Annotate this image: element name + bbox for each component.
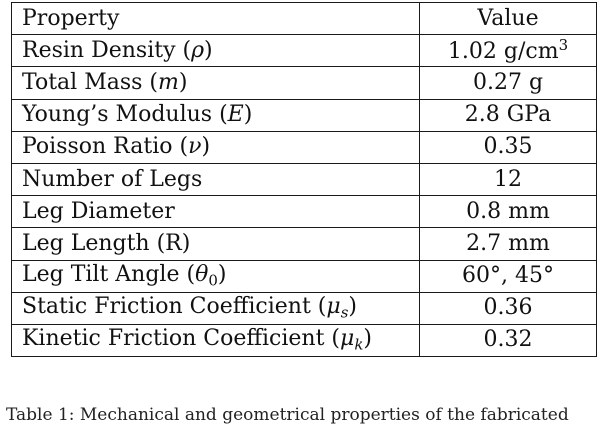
table-body: Resin Density (ρ) 1.02 g/cm3 Total Mass … [11, 34, 597, 358]
table-row: Kinetic Friction Coefficient (μk) 0.32 [11, 323, 597, 358]
row-value: 0.8 mm [419, 195, 597, 229]
table-header-row: Property Value [11, 1, 597, 36]
row-label: Total Mass (m) [11, 66, 420, 100]
row-value: 1.02 g/cm3 [419, 34, 597, 68]
table-row: Leg Diameter 0.8 mm [11, 195, 597, 229]
label-text: Leg Tilt Angle [22, 261, 180, 287]
table-row: Number of Legs 12 [11, 162, 597, 197]
table-caption: Table 1: Mechanical and geometrical prop… [6, 405, 569, 425]
table-row: Young’s Modulus (E) 2.8 GPa [11, 98, 597, 132]
row-value: 2.7 mm [419, 227, 597, 261]
row-label: Leg Tilt Angle (θ0) [11, 259, 420, 293]
row-label: Young’s Modulus (E) [11, 98, 420, 132]
table-row: Poisson Ratio (ν) 0.35 [11, 130, 597, 164]
properties-table-container: Property Value Resin Density (ρ) 1.02 g/… [11, 1, 597, 358]
row-value: 2.8 GPa [419, 98, 597, 132]
label-text: Resin Density [22, 37, 176, 63]
label-text: Young’s Modulus [22, 102, 213, 128]
math-symbol: m [158, 69, 179, 95]
row-value: 60°, 45° [419, 259, 597, 293]
header-property: Property [11, 1, 420, 36]
label-text: Total Mass [22, 69, 143, 95]
table-row: Static Friction Coefficient (μs) 0.36 [11, 291, 597, 325]
label-text: Kinetic Friction Coefficient [22, 326, 325, 352]
label-text: Poisson Ratio [22, 134, 173, 160]
row-label: Kinetic Friction Coefficient (μk) [11, 323, 420, 358]
properties-table: Property Value Resin Density (ρ) 1.02 g/… [11, 1, 597, 358]
math-subscript: 0 [208, 271, 218, 290]
math-subscript: k [354, 335, 364, 354]
math-symbol: μ [340, 326, 355, 352]
table-row: Leg Length (R) 2.7 mm [11, 227, 597, 261]
table-row: Leg Tilt Angle (θ0) 60°, 45° [11, 259, 597, 293]
math-symbol: ρ [191, 37, 205, 63]
value-text: 1.02 g/cm [447, 39, 559, 65]
header-value: Value [419, 1, 597, 36]
row-label: Static Friction Coefficient (μs) [11, 291, 420, 325]
value-superscript: 3 [558, 36, 569, 55]
row-value: 12 [419, 162, 597, 197]
row-value: 0.36 [419, 291, 597, 325]
math-symbol: θ [195, 261, 209, 287]
row-label: Leg Diameter [11, 195, 420, 229]
row-label: Number of Legs [11, 162, 420, 197]
row-value: 0.32 [419, 323, 597, 358]
row-label: Poisson Ratio (ν) [11, 130, 420, 164]
label-text: Static Friction Coefficient [22, 294, 311, 320]
math-symbol: E [227, 102, 244, 128]
math-subscript: s [340, 303, 349, 322]
row-value: 0.27 g [419, 66, 597, 100]
row-label: Leg Length (R) [11, 227, 420, 261]
table-row: Resin Density (ρ) 1.02 g/cm3 [11, 34, 597, 68]
row-value: 0.35 [419, 130, 597, 164]
row-label: Resin Density (ρ) [11, 34, 420, 68]
math-symbol: ν [188, 134, 202, 160]
table-row: Total Mass (m) 0.27 g [11, 66, 597, 100]
math-symbol: μ [326, 294, 341, 320]
